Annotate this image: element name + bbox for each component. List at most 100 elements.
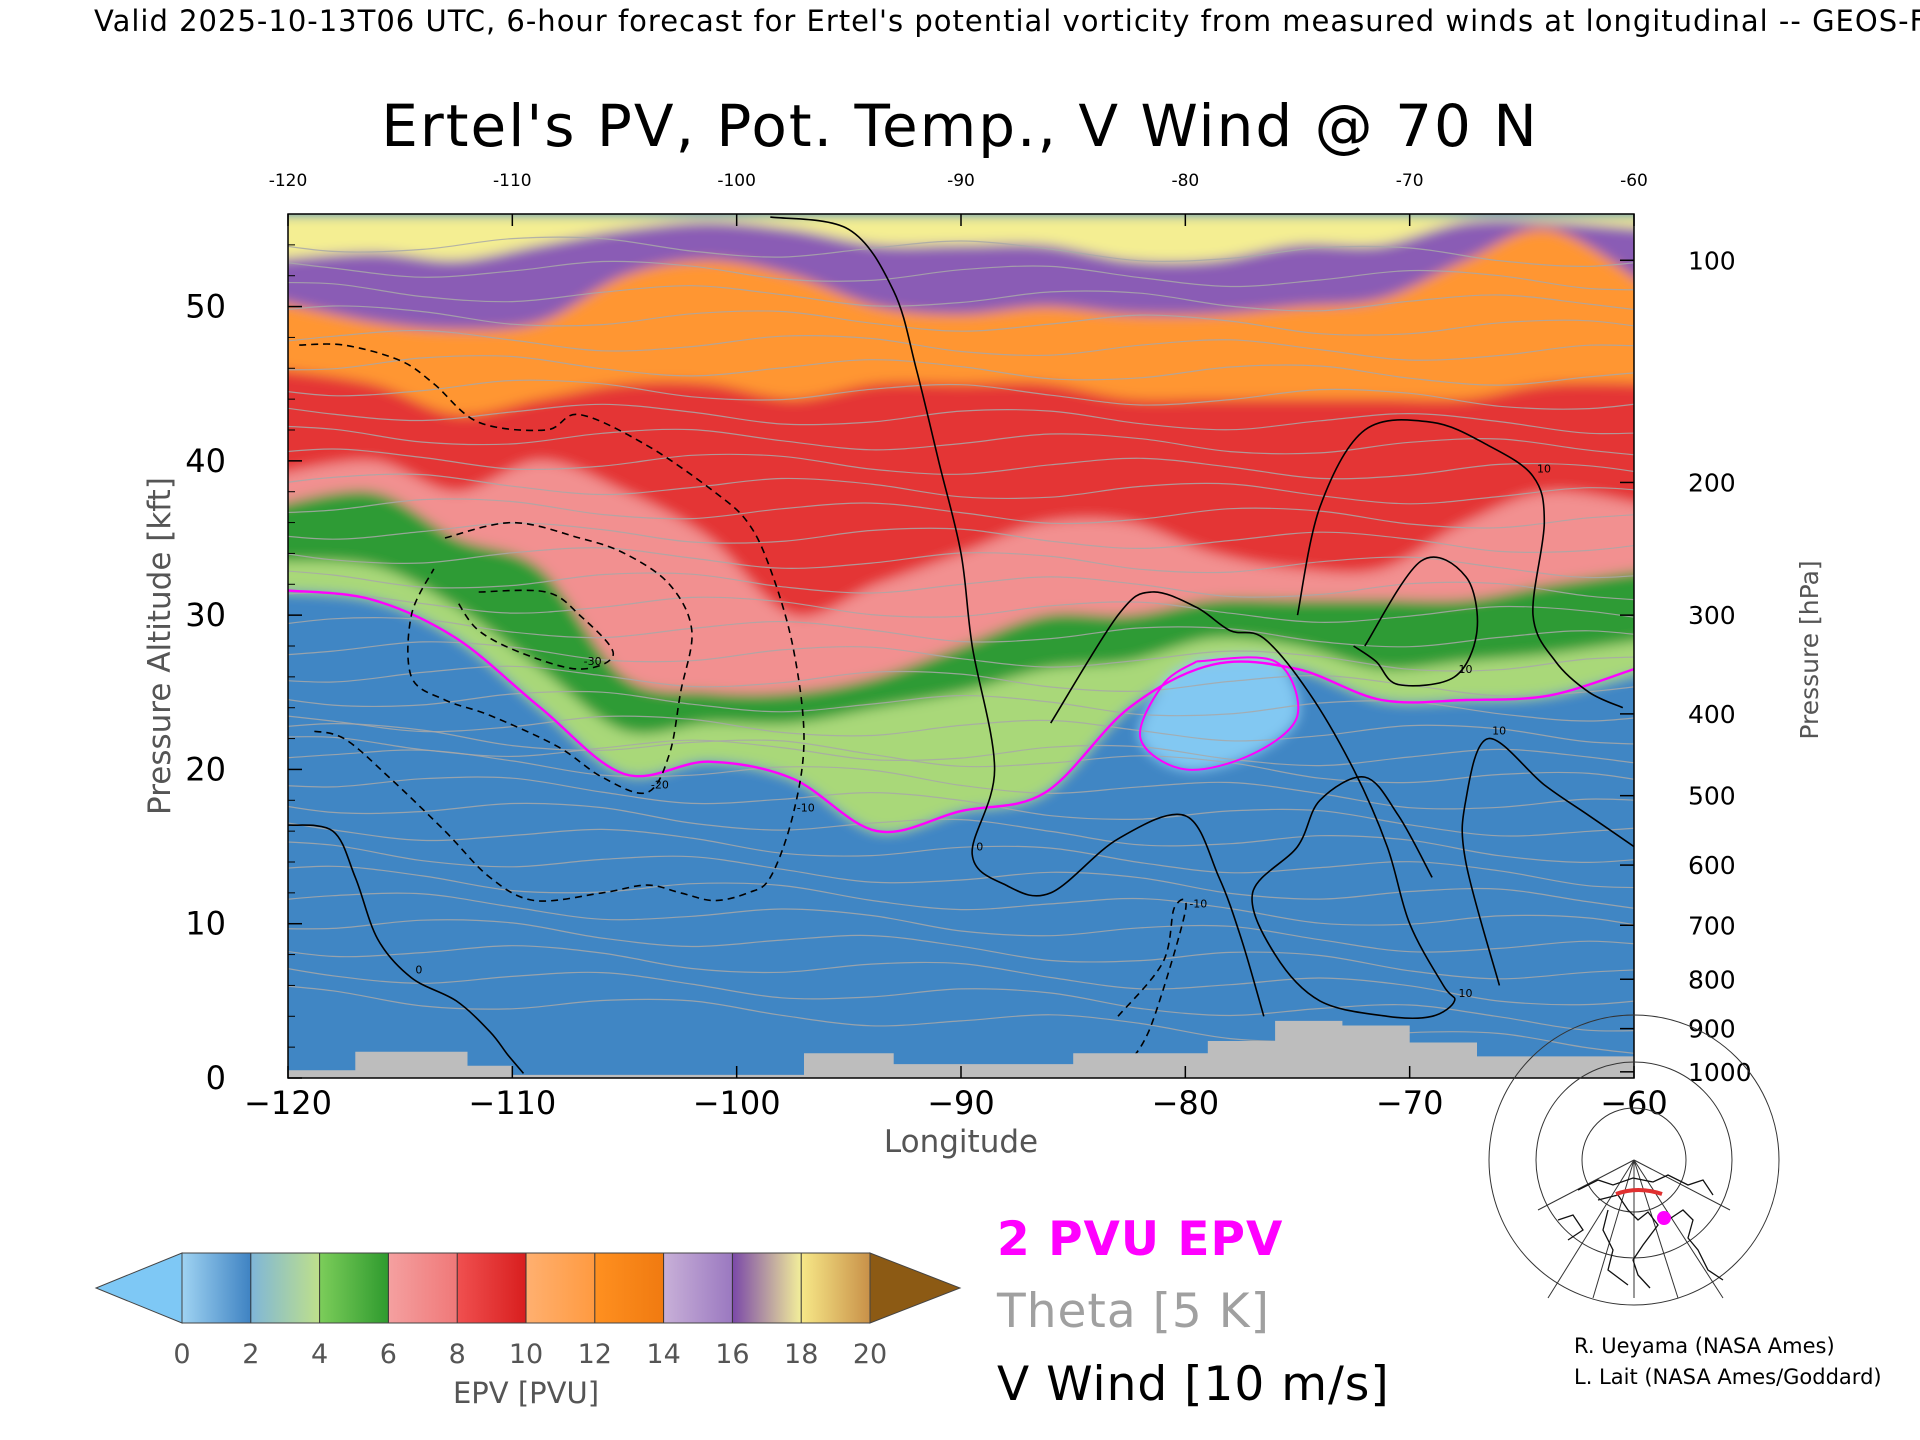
colorbar-tick-label: 20 <box>853 1339 887 1370</box>
location-map <box>1488 1014 1780 1306</box>
y-tick-label: 30 <box>185 596 226 634</box>
x-tick-label: −60 <box>1600 1084 1668 1122</box>
x-tick-label: −110 <box>468 1084 556 1122</box>
pressure-tick-label: 700 <box>1688 911 1736 940</box>
colorbar-bin <box>250 1253 321 1323</box>
y-axis-label-right: Pressure [hPa] <box>1795 560 1824 739</box>
legend-theta-label: Theta [5 K] <box>996 1284 1270 1339</box>
v-wind-contour <box>455 589 615 670</box>
pressure-tick-label: 500 <box>1688 782 1736 811</box>
v-wind-contour-label: -10 <box>1189 897 1207 910</box>
theta-contour <box>288 570 1634 601</box>
x-tick-label-top: -80 <box>1171 171 1199 191</box>
theta-contour <box>288 641 1634 672</box>
terrain-mask <box>288 1020 1634 1078</box>
x-tick-label-top: -110 <box>493 171 532 191</box>
theta-contour <box>288 715 1634 745</box>
colorbar-bin <box>801 1253 871 1323</box>
colorbar-bin <box>319 1253 389 1323</box>
header-text: Valid 2025-10-13T06 UTC, 6-hour forecast… <box>94 4 1920 38</box>
x-tick-label: −100 <box>693 1084 781 1122</box>
theta-contour <box>288 865 1634 926</box>
epv-layers <box>288 214 1634 1078</box>
v-wind-contour-label: 10 <box>1537 462 1551 475</box>
credit-line-2: L. Lait (NASA Ames/Goddard) <box>1574 1365 1882 1389</box>
v-wind-contour-label: 0 <box>415 964 422 977</box>
v-wind-contours: 0 0 -10 -20 -30 -10 10 10 10 10 <box>288 216 1634 1074</box>
map-meridian <box>1633 1159 1731 1211</box>
chart-title: Ertel's PV, Pot. Temp., V Wind @ 70 N <box>381 92 1539 160</box>
theta-contours <box>288 236 1634 1054</box>
v-wind-contour-label: 10 <box>1459 663 1473 676</box>
x-tick-label-top: -60 <box>1620 171 1648 191</box>
x-tick-label: −80 <box>1152 1084 1220 1122</box>
theta-contour <box>288 968 1634 1032</box>
map-latitude-ring <box>1488 1014 1780 1306</box>
pressure-tick-label: 900 <box>1688 1015 1736 1044</box>
x-tick-label-top: -90 <box>947 171 975 191</box>
v-wind-contour <box>1050 591 1456 1020</box>
theta-contour <box>288 403 1634 435</box>
theta-contour <box>288 425 1634 456</box>
colorbar-bin <box>663 1253 733 1323</box>
colorbar-under-arrow <box>94 1252 183 1324</box>
colorbar-tick-label: 0 <box>173 1339 190 1370</box>
pressure-tick-label: 1000 <box>1688 1058 1752 1087</box>
theta-contour <box>288 281 1634 312</box>
legend-wind-label: V Wind [10 m/s] <box>997 1357 1390 1412</box>
y-tick-label: 50 <box>185 288 226 326</box>
v-wind-contour <box>1353 556 1479 687</box>
v-wind-contour-label: 10 <box>1459 987 1473 1000</box>
theta-contour <box>288 260 1634 291</box>
x-tick-label-top: -100 <box>717 171 756 191</box>
v-wind-contour <box>1296 418 1624 709</box>
pressure-tick-label: 600 <box>1688 851 1736 880</box>
theta-contour <box>288 665 1634 697</box>
pressure-tick-label: 100 <box>1688 246 1736 275</box>
map-section-line <box>1615 1188 1663 1196</box>
theta-contour <box>288 355 1634 386</box>
x-tick-label: −120 <box>244 1084 332 1122</box>
theta-contour <box>288 892 1634 953</box>
pressure-tick-label: 300 <box>1688 601 1736 630</box>
colorbar-bin <box>457 1253 527 1323</box>
theta-contour <box>288 945 1634 1006</box>
v-wind-contour-label: 10 <box>1492 725 1506 738</box>
legend-pv-label: 2 PVU EPV <box>997 1212 1283 1267</box>
x-tick-label-top: -70 <box>1396 171 1424 191</box>
theta-contour <box>288 802 1634 864</box>
v-wind-contour-label: -30 <box>584 655 602 668</box>
colorbar-tick-label: 10 <box>509 1339 543 1370</box>
theta-contour <box>288 522 1634 554</box>
colorbar-tick-label: 14 <box>646 1339 680 1370</box>
colorbar-tick-label: 4 <box>311 1339 328 1370</box>
colorbar-label: EPV [PVU] <box>453 1376 599 1410</box>
low-pv-pocket <box>1139 657 1299 770</box>
map-coastline <box>1557 1174 1724 1289</box>
theta-contour <box>288 473 1634 505</box>
y-tick-label: 40 <box>185 442 226 480</box>
theta-contour <box>288 592 1634 623</box>
pressure-tick-label: 200 <box>1688 468 1736 497</box>
y-tick-label: 0 <box>206 1059 226 1097</box>
v-wind-contour <box>770 216 1265 1017</box>
colorbar-tick-label: 12 <box>578 1339 612 1370</box>
axes: −120-120−110-110−100-100−90-90−80-80−70-… <box>142 171 1824 1160</box>
pressure-tick-label: 400 <box>1688 700 1736 729</box>
theta-contour <box>288 736 1634 767</box>
terrain-fill <box>288 1020 1634 1078</box>
theta-contour <box>288 448 1634 480</box>
y-tick-label: 20 <box>185 750 226 788</box>
colorbar-tick-label: 6 <box>380 1339 397 1370</box>
y-axis-label-left: Pressure Altitude [kft] <box>142 477 178 815</box>
pv-2pvu-pocket-line <box>1138 656 1300 771</box>
colorbar-tick-label: 18 <box>784 1339 818 1370</box>
theta-contour <box>288 236 1634 267</box>
theta-contour <box>288 498 1634 529</box>
x-tick-label-top: -120 <box>269 171 308 191</box>
v-wind-contour-label: 0 <box>976 840 983 853</box>
colorbar-bin <box>388 1253 458 1323</box>
pv-2pvu-line <box>288 589 1634 834</box>
theta-contour <box>288 749 1634 810</box>
